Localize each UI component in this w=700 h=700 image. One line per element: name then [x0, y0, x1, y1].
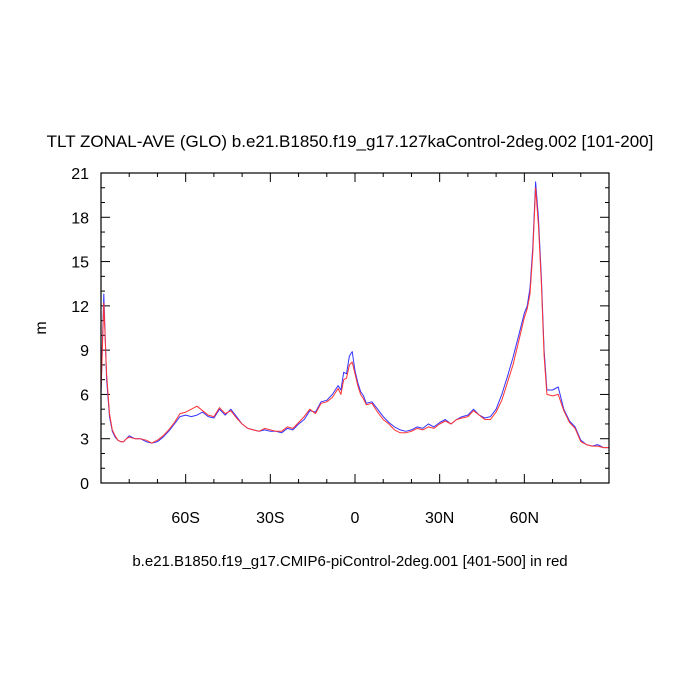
- series-group: [100, 181, 609, 449]
- y-tick-labels: 0 3 6 9 12 15 18 21: [71, 166, 89, 493]
- y-tick-label: 21: [71, 166, 89, 183]
- y-tick-label: 0: [80, 476, 89, 493]
- x-tick-label: 30N: [425, 510, 454, 527]
- x-tick-marks: [100, 173, 610, 483]
- x-tick-label: 0: [351, 510, 360, 527]
- series-line-2: [100, 187, 609, 449]
- y-tick-label: 6: [80, 387, 89, 404]
- y-tick-label: 3: [80, 432, 89, 449]
- x-axis-label: b.e21.B1850.f19_g17.CMIP6-piControl-2deg…: [132, 553, 567, 570]
- x-tick-label: 60N: [510, 510, 539, 527]
- y-tick-label: 18: [71, 210, 89, 227]
- y-tick-marks: [101, 172, 609, 484]
- y-tick-label: 9: [80, 343, 89, 360]
- y-axis-label: m: [33, 321, 50, 334]
- chart-title: TLT ZONAL-AVE (GLO) b.e21.B1850.f19_g17.…: [47, 132, 654, 151]
- y-tick-label: 12: [71, 299, 89, 316]
- x-tick-labels: 60S 30S 0 30N 60N: [171, 510, 539, 527]
- x-tick-label: 30S: [256, 510, 284, 527]
- y-tick-label: 15: [71, 255, 89, 272]
- series-line-1: [100, 181, 609, 449]
- x-tick-label: 60S: [171, 510, 199, 527]
- plot-frame: [100, 172, 610, 484]
